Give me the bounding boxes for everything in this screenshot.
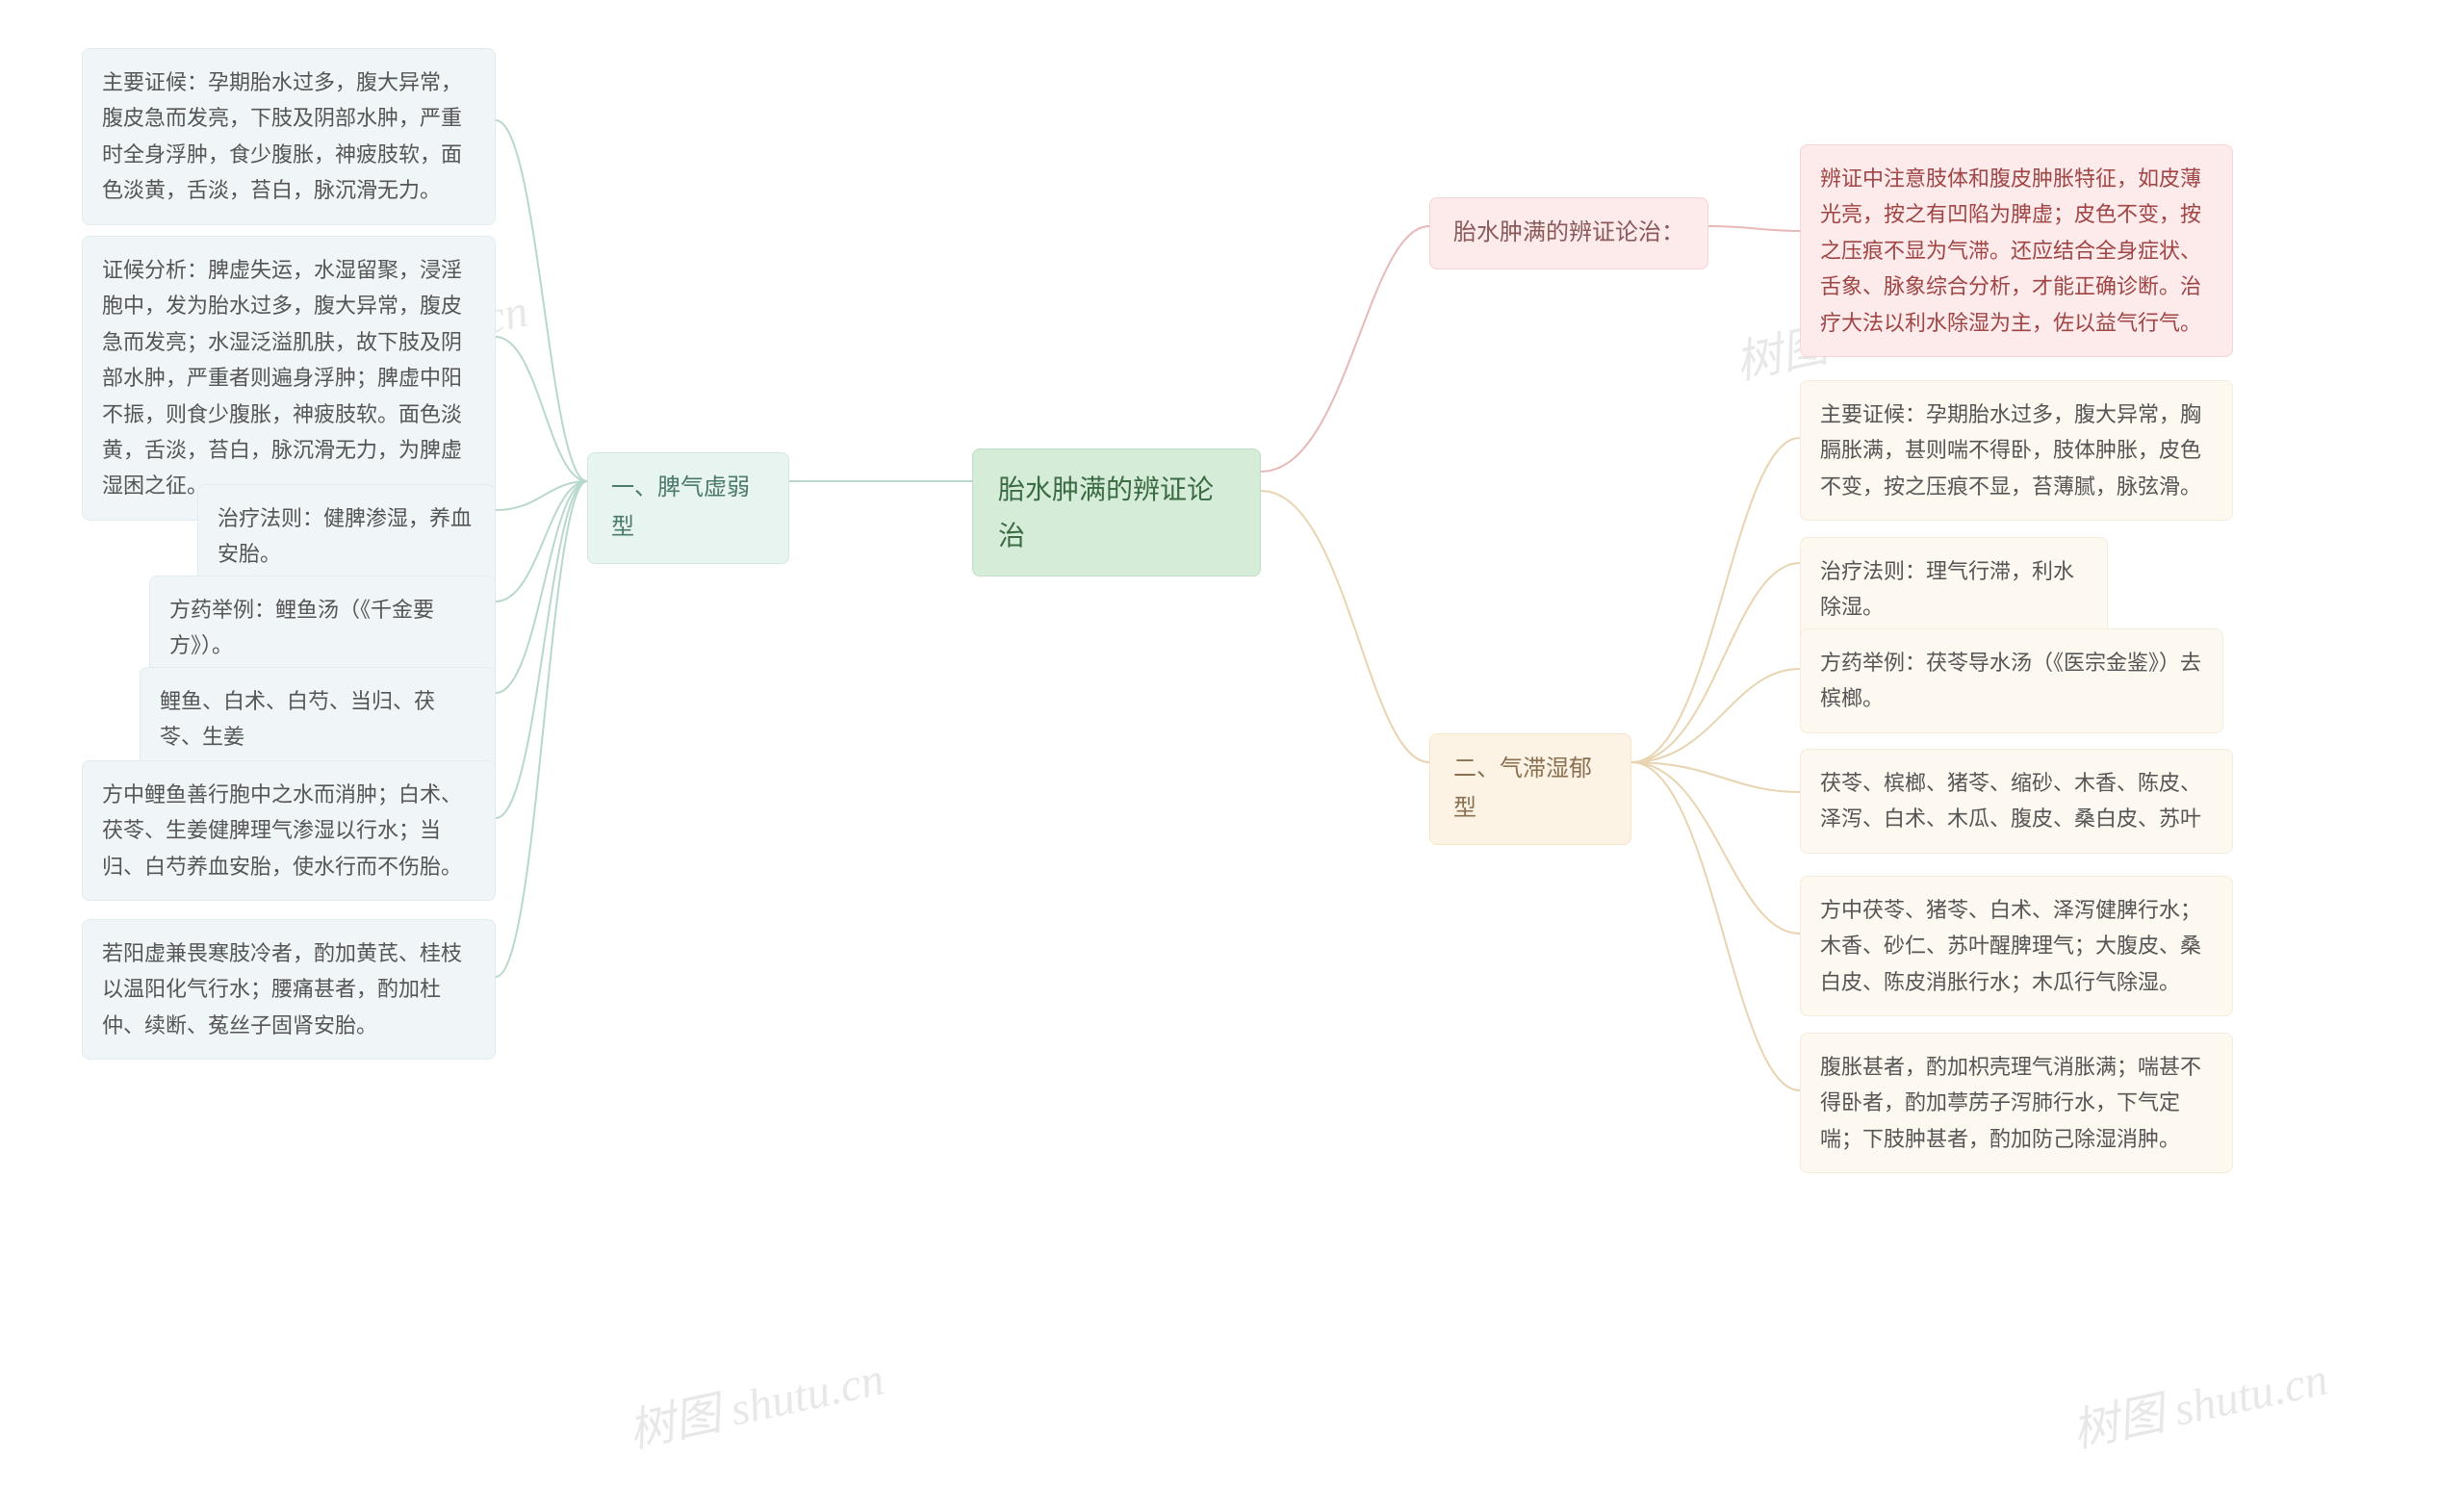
left-leaf[interactable]: 方药举例：鲤鱼汤（《千金要方》）。 bbox=[149, 576, 496, 680]
left-leaf[interactable]: 若阳虚兼畏寒肢冷者，酌加黄芪、桂枝以温阳化气行水；腰痛甚者，酌加杜仲、续断、菟丝… bbox=[82, 919, 496, 1060]
left-leaf[interactable]: 方中鲤鱼善行胞中之水而消肿；白术、茯苓、生姜健脾理气渗湿以行水；当归、白芍养血安… bbox=[82, 760, 496, 901]
left-leaf[interactable]: 主要证候：孕期胎水过多，腹大异常，腹皮急而发亮，下肢及阴部水肿，严重时全身浮肿，… bbox=[82, 48, 496, 225]
root-node[interactable]: 胎水肿满的辨证论治 bbox=[972, 448, 1261, 576]
watermark: 树图 shutu.cn bbox=[2066, 1341, 2333, 1460]
red-leaf[interactable]: 辨证中注意肢体和腹皮肿胀特征，如皮薄光亮，按之有凹陷为脾虚；皮色不变，按之压痕不… bbox=[1800, 144, 2233, 357]
orange-leaf[interactable]: 腹胀甚者，酌加枳壳理气消胀满；喘甚不得卧者，酌加葶苈子泻肺行水，下气定喘；下肢肿… bbox=[1800, 1033, 2233, 1173]
orange-leaf[interactable]: 主要证候：孕期胎水过多，腹大异常，胸膈胀满，甚则喘不得卧，肢体肿胀，皮色不变，按… bbox=[1800, 380, 2233, 521]
watermark: 树图 shutu.cn bbox=[622, 1341, 889, 1460]
left-leaf[interactable]: 治疗法则：健脾渗湿，养血安胎。 bbox=[197, 484, 496, 589]
branch-differentiation[interactable]: 胎水肿满的辨证论治： bbox=[1429, 197, 1708, 269]
left-leaf[interactable]: 证候分析：脾虚失运，水湿留聚，浸淫胞中，发为胎水过多，腹大异常，腹皮急而发亮；水… bbox=[82, 236, 496, 521]
orange-leaf[interactable]: 治疗法则：理气行滞，利水除湿。 bbox=[1800, 537, 2108, 642]
orange-leaf[interactable]: 方中茯苓、猪苓、白术、泽泻健脾行水；木香、砂仁、苏叶醒脾理气；大腹皮、桑白皮、陈… bbox=[1800, 876, 2233, 1016]
left-leaf[interactable]: 鲤鱼、白术、白芍、当归、茯苓、生姜 bbox=[140, 667, 496, 772]
orange-leaf[interactable]: 茯苓、槟榔、猪苓、缩砂、木香、陈皮、泽泻、白术、木瓜、腹皮、桑白皮、苏叶 bbox=[1800, 749, 2233, 854]
orange-leaf[interactable]: 方药举例：茯苓导水汤（《医宗金鉴》）去槟榔。 bbox=[1800, 628, 2223, 733]
branch-spleen-deficiency[interactable]: 一、脾气虚弱型 bbox=[587, 452, 789, 564]
branch-qi-stagnation[interactable]: 二、气滞湿郁型 bbox=[1429, 733, 1631, 845]
